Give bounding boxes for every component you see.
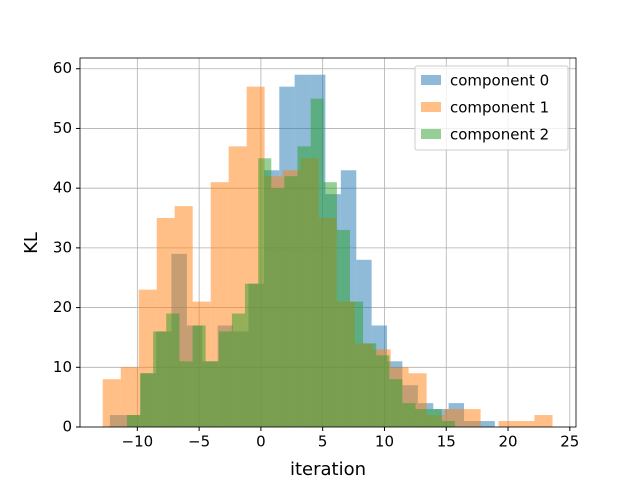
y-tick-label: 20	[53, 298, 72, 316]
bar	[179, 361, 193, 427]
bar	[126, 415, 141, 427]
x-tick-label: 5	[318, 433, 328, 451]
bar	[231, 313, 245, 427]
x-tick-label: −5	[188, 433, 210, 451]
bar	[192, 325, 206, 427]
bar	[498, 421, 517, 427]
x-tick-label: 20	[498, 433, 517, 451]
bar	[205, 361, 219, 427]
legend-box	[414, 65, 569, 151]
bar	[297, 146, 311, 427]
y-tick-label: 60	[53, 59, 72, 77]
bar	[336, 229, 350, 427]
bar	[120, 367, 139, 427]
bar	[258, 158, 272, 428]
y-tick-label: 50	[53, 119, 72, 137]
y-axis-label: KL	[21, 232, 42, 254]
x-tick-label: 25	[560, 433, 579, 451]
bar	[534, 415, 553, 427]
bar	[462, 409, 481, 427]
legend-swatch	[421, 129, 441, 139]
bar	[479, 421, 495, 427]
x-tick-label: 15	[437, 433, 456, 451]
bar	[102, 379, 121, 427]
bar	[363, 343, 377, 427]
bar	[244, 283, 259, 427]
bar	[349, 301, 364, 427]
bar	[323, 182, 337, 427]
bar	[415, 409, 429, 427]
bar	[166, 313, 180, 427]
x-axis-label: iteration	[290, 459, 366, 480]
x-tick-label: −10	[122, 433, 154, 451]
bar	[402, 403, 416, 427]
bar	[218, 331, 232, 427]
legend-swatch	[421, 102, 441, 112]
bar	[389, 379, 403, 427]
bar	[271, 188, 285, 427]
legend-label: component 2	[450, 126, 549, 144]
bar	[441, 421, 455, 427]
y-tick-label: 10	[53, 358, 72, 376]
bar	[284, 176, 298, 427]
y-tick-label: 30	[53, 238, 72, 256]
bar	[153, 331, 167, 427]
legend-swatch	[421, 75, 441, 85]
legend-label: component 1	[450, 99, 549, 117]
bar	[516, 421, 535, 427]
y-tick-label: 40	[53, 179, 72, 197]
bar	[140, 373, 154, 427]
bar	[310, 98, 324, 428]
legend-label: component 0	[450, 72, 549, 90]
x-tick-label: 0	[256, 433, 266, 451]
y-tick-label: 0	[62, 418, 72, 436]
x-tick-label: 10	[375, 433, 394, 451]
bar	[376, 355, 390, 427]
axes-frame	[79, 57, 577, 428]
bar	[428, 409, 442, 427]
